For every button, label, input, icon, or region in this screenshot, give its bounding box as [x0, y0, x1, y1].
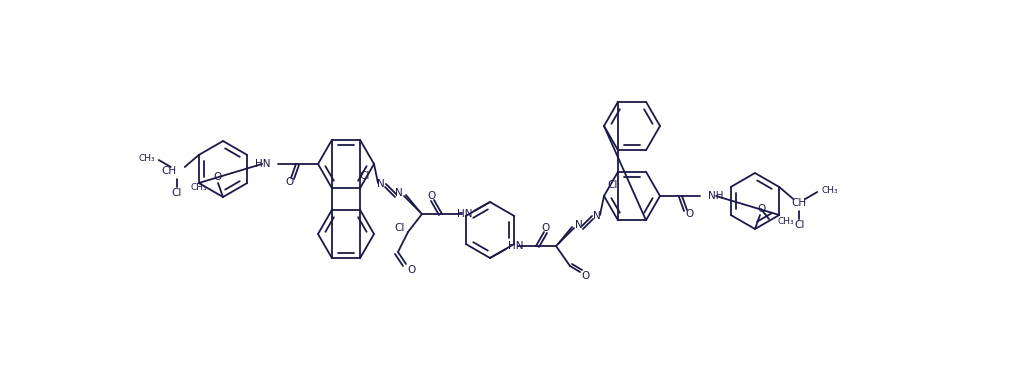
Text: Cl: Cl: [360, 171, 371, 181]
Text: O: O: [407, 265, 415, 275]
Text: CH₃: CH₃: [138, 154, 155, 162]
Text: O: O: [285, 177, 293, 187]
Text: N: N: [593, 211, 601, 221]
Text: Cl: Cl: [608, 180, 618, 190]
Text: HN: HN: [508, 241, 523, 251]
Text: O: O: [428, 191, 436, 201]
Text: O: O: [213, 172, 221, 182]
Text: CH₃: CH₃: [821, 186, 838, 194]
Text: CH₃: CH₃: [777, 217, 794, 226]
Text: HN: HN: [457, 209, 472, 219]
Text: NH: NH: [708, 191, 723, 201]
Text: O: O: [756, 204, 766, 214]
Text: CH: CH: [792, 198, 807, 208]
Text: O: O: [581, 271, 589, 281]
Text: O: O: [542, 223, 550, 233]
Text: N: N: [395, 188, 403, 198]
Text: N: N: [377, 179, 385, 189]
Text: Cl: Cl: [794, 220, 804, 230]
Text: N: N: [575, 220, 583, 230]
Text: HN: HN: [255, 159, 270, 169]
Text: Cl: Cl: [172, 188, 182, 198]
Text: O: O: [685, 209, 693, 219]
Text: Cl: Cl: [395, 223, 405, 233]
Text: CH: CH: [162, 166, 177, 176]
Text: CH₃: CH₃: [190, 183, 207, 191]
